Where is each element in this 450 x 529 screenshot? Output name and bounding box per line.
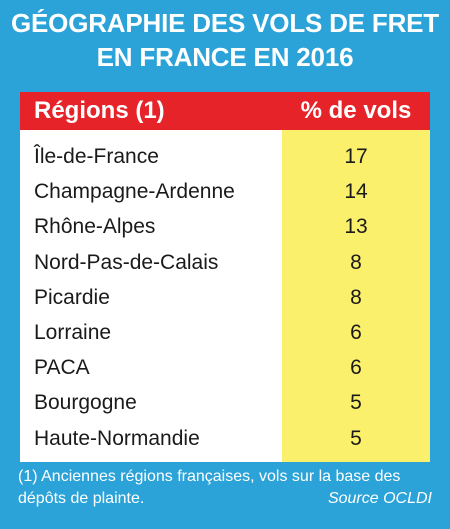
table-header: Régions (1) % de vols <box>20 92 430 130</box>
percent-value: 8 <box>350 285 362 309</box>
percent-value: 13 <box>344 215 368 239</box>
region-name: Rhône-Alpes <box>34 215 156 239</box>
footnote: (1) Anciennes régions françaises, vols s… <box>18 468 401 507</box>
table-row: Haute-Normandie 5 <box>20 421 430 456</box>
region-name: Champagne-Ardenne <box>34 180 235 204</box>
region-name: Nord-Pas-de-Calais <box>34 250 219 274</box>
percent-value: 5 <box>350 391 362 415</box>
table-row: Nord-Pas-de-Calais 8 <box>20 245 430 280</box>
percent-value: 17 <box>344 145 368 168</box>
table-row: Champagne-Ardenne 14 <box>20 174 430 209</box>
title-line-1: GÉOGRAPHIE DES VOLS DE FRET <box>11 8 439 38</box>
data-table: Régions (1) % de vols Île-de-France 17 Cha… <box>20 92 430 462</box>
value-column-highlight <box>282 130 430 462</box>
table-row: PACA 6 <box>20 350 430 385</box>
region-name: Lorraine <box>34 321 112 344</box>
region-name: Picardie <box>34 285 110 309</box>
table-row: Picardie 8 <box>20 280 430 315</box>
table-row: Île-de-France 17 <box>20 139 430 174</box>
percent-value: 6 <box>350 321 362 344</box>
region-name: Île-de-France <box>34 145 159 168</box>
percent-value: 14 <box>344 180 368 204</box>
table-row: Lorraine 6 <box>20 315 430 350</box>
region-name: Haute-Normandie <box>34 426 200 450</box>
region-name: Bourgogne <box>34 391 137 415</box>
region-name: PACA <box>34 356 90 380</box>
source-credit: Source OCLDI <box>327 490 432 507</box>
table-row: Rhône-Alpes 13 <box>20 209 430 244</box>
table-row: Bourgogne 5 <box>20 385 430 420</box>
percent-value: 5 <box>350 426 362 450</box>
title-line-2: EN FRANCE EN 2016 <box>96 42 354 72</box>
percent-value: 8 <box>350 250 362 274</box>
percent-value: 6 <box>350 356 362 380</box>
header-percent: % de vols <box>300 97 412 124</box>
chart-title: GÉOGRAPHIE DES VOLS DE FRET EN FRANCE EN… <box>0 6 450 74</box>
header-regions: Régions (1) <box>34 97 165 124</box>
